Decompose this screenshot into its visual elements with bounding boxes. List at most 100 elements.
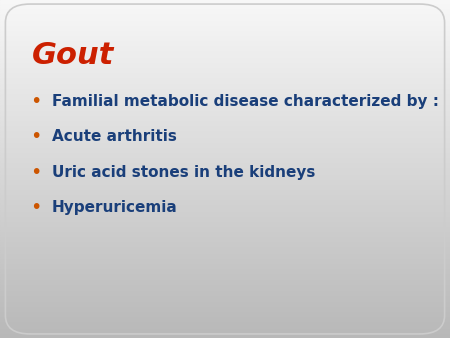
Bar <box>0 145 450 147</box>
Bar <box>0 226 450 228</box>
Bar <box>0 8 450 10</box>
Bar <box>0 313 450 314</box>
Bar <box>0 110 450 112</box>
Bar <box>0 17 450 19</box>
Text: Uric acid stones in the kidneys: Uric acid stones in the kidneys <box>52 165 315 180</box>
Bar <box>0 128 450 130</box>
Bar <box>0 25 450 27</box>
Bar <box>0 179 450 181</box>
Bar <box>0 299 450 301</box>
Bar <box>0 248 450 250</box>
Bar <box>0 260 450 262</box>
Bar <box>0 247 450 248</box>
Text: •: • <box>31 163 42 182</box>
Bar <box>0 220 450 221</box>
Bar <box>0 81 450 83</box>
Bar <box>0 140 450 142</box>
Bar <box>0 7 450 8</box>
Bar <box>0 88 450 90</box>
Bar <box>0 319 450 321</box>
Bar <box>0 144 450 145</box>
Bar <box>0 12 450 14</box>
Bar <box>0 203 450 204</box>
Bar <box>0 330 450 331</box>
Bar <box>0 199 450 201</box>
Bar <box>0 282 450 284</box>
Bar <box>0 287 450 289</box>
Bar <box>0 127 450 128</box>
Bar <box>0 142 450 144</box>
Bar <box>0 174 450 176</box>
Bar <box>0 255 450 257</box>
Bar <box>0 186 450 188</box>
Bar <box>0 78 450 79</box>
Bar <box>0 169 450 171</box>
Bar <box>0 95 450 96</box>
Bar <box>0 149 450 150</box>
Bar <box>0 152 450 154</box>
Bar <box>0 34 450 35</box>
Bar <box>0 336 450 338</box>
Text: Acute arthritis: Acute arthritis <box>52 129 176 144</box>
Bar <box>0 274 450 275</box>
Bar <box>0 284 450 286</box>
Bar <box>0 215 450 216</box>
Bar <box>0 257 450 259</box>
Bar <box>0 250 450 252</box>
Bar <box>0 42 450 44</box>
Bar <box>0 74 450 76</box>
Bar <box>0 240 450 242</box>
Bar <box>0 61 450 63</box>
Bar <box>0 301 450 303</box>
Bar <box>0 150 450 152</box>
Bar <box>0 105 450 106</box>
Bar <box>0 118 450 120</box>
Bar <box>0 122 450 123</box>
Bar <box>0 254 450 255</box>
Bar <box>0 134 450 135</box>
Bar <box>0 191 450 193</box>
Bar <box>0 69 450 71</box>
Bar <box>0 19 450 20</box>
Bar <box>0 20 450 22</box>
Bar <box>0 328 450 330</box>
Bar <box>0 321 450 323</box>
Bar <box>0 259 450 260</box>
Bar <box>0 84 450 86</box>
Bar <box>0 267 450 269</box>
Bar <box>0 228 450 230</box>
Bar <box>0 139 450 140</box>
Bar <box>0 314 450 316</box>
Bar <box>0 2 450 3</box>
Bar <box>0 331 450 333</box>
Bar <box>0 162 450 164</box>
Bar <box>0 56 450 57</box>
Bar <box>0 120 450 122</box>
Bar <box>0 29 450 30</box>
Bar <box>0 291 450 292</box>
Bar <box>0 76 450 78</box>
Bar <box>0 213 450 215</box>
Bar <box>0 189 450 191</box>
Text: Hyperuricemia: Hyperuricemia <box>52 200 177 215</box>
Bar <box>0 112 450 113</box>
Bar <box>0 37 450 39</box>
Bar <box>0 230 450 232</box>
Bar <box>0 289 450 291</box>
Text: Gout: Gout <box>32 41 114 70</box>
Bar <box>0 68 450 69</box>
Bar <box>0 90 450 91</box>
Bar <box>0 225 450 226</box>
Bar <box>0 335 450 336</box>
Bar <box>0 166 450 167</box>
Bar <box>0 96 450 98</box>
Bar <box>0 277 450 279</box>
Bar <box>0 294 450 296</box>
Bar <box>0 237 450 238</box>
Bar <box>0 161 450 162</box>
Bar <box>0 245 450 247</box>
Bar <box>0 86 450 88</box>
Bar <box>0 117 450 118</box>
Bar <box>0 232 450 233</box>
Bar <box>0 206 450 208</box>
